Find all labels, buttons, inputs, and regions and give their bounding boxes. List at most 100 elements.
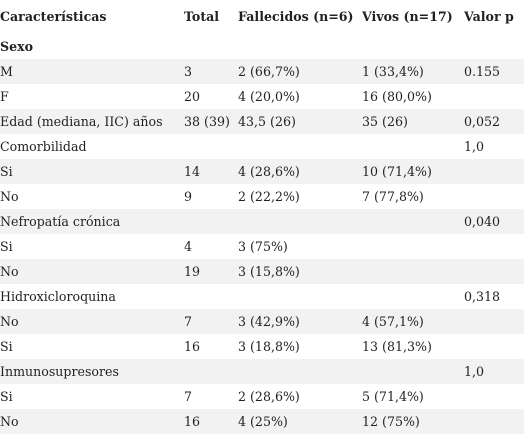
- cell-valor-p: [464, 84, 524, 109]
- cell-vivos: [362, 234, 464, 259]
- cell-total: 38 (39): [184, 109, 238, 134]
- cell-total: [184, 209, 238, 234]
- header-vivos: Vivos (n=17): [362, 9, 453, 24]
- cell-vivos: [362, 209, 464, 234]
- cell-valor-p: 1,0: [464, 139, 485, 154]
- cell-fallecidos: 4 (20,0%): [238, 89, 300, 104]
- cell-total: [184, 134, 238, 159]
- cell-valor-p: 0,052: [464, 109, 524, 134]
- table-row: No 9 2 (22,2%) 7 (77,8%): [0, 184, 524, 209]
- cell-caracteristica: Si: [0, 339, 13, 354]
- cell-caracteristica: No: [0, 409, 184, 434]
- cell-total: 7: [184, 309, 238, 334]
- cell-total: 4: [184, 239, 193, 254]
- cell-fallecidos: 2 (22,2%): [238, 189, 300, 204]
- cell-caracteristica: No: [0, 189, 19, 204]
- table-row: No 16 4 (25%) 12 (75%): [0, 409, 524, 434]
- cell-valor-p: [464, 309, 524, 334]
- cell-valor-p: [464, 409, 524, 434]
- cell-caracteristica: Sexo: [0, 39, 34, 54]
- cell-fallecidos: [238, 34, 362, 59]
- cell-total: 20: [184, 89, 201, 104]
- table-row: Inmunosupresores 1,0: [0, 359, 524, 384]
- cell-total: 7: [184, 389, 193, 404]
- cell-vivos: [362, 134, 464, 159]
- cell-caracteristica: F: [0, 89, 9, 104]
- cell-valor-p: 1,0: [464, 359, 524, 384]
- table-row: Si 16 3 (18,8%) 13 (81,3%): [0, 334, 524, 359]
- cell-vivos: 5 (71,4%): [362, 389, 424, 404]
- header-fallecidos: Fallecidos (n=6): [238, 9, 354, 24]
- table-row: No 19 3 (15,8%): [0, 259, 524, 284]
- cell-vivos: 16 (80,0%): [362, 89, 432, 104]
- cell-valor-p: 0,040: [464, 209, 524, 234]
- cell-vivos: [362, 34, 464, 59]
- cell-caracteristica: Comorbilidad: [0, 139, 87, 154]
- table-body: Sexo M 3 2 (66,7%) 1 (33,4%) 0.155 F 20 4 (20,0%…: [0, 34, 524, 434]
- table-row: Nefropatía crónica 0,040: [0, 209, 524, 234]
- cell-total: 9: [184, 189, 193, 204]
- cell-caracteristica: Si: [0, 239, 13, 254]
- cell-valor-p: [464, 184, 524, 209]
- cell-caracteristica: Hidroxicloroquina: [0, 289, 116, 304]
- cell-total: 19: [184, 259, 238, 284]
- cell-total: 16: [184, 409, 238, 434]
- cell-caracteristica: Nefropatía crónica: [0, 209, 184, 234]
- header-row: Características Total Fallecidos (n=6) V…: [0, 0, 524, 34]
- cell-total: [184, 359, 238, 384]
- cell-vivos: 35 (26): [362, 109, 464, 134]
- cell-valor-p: 0,318: [464, 289, 501, 304]
- cell-fallecidos: [238, 359, 362, 384]
- cell-vivos: [362, 359, 464, 384]
- cell-valor-p: [464, 384, 524, 409]
- cell-total: [184, 34, 238, 59]
- table-row: Si 7 2 (28,6%) 5 (71,4%): [0, 384, 524, 409]
- cell-vivos: 13 (81,3%): [362, 339, 432, 354]
- cell-vivos: 4 (57,1%): [362, 309, 464, 334]
- cell-fallecidos: 3 (15,8%): [238, 259, 362, 284]
- cell-caracteristica: Si: [0, 159, 184, 184]
- cell-fallecidos: 4 (28,6%): [238, 159, 362, 184]
- cell-valor-p: [464, 234, 524, 259]
- cell-fallecidos: [238, 134, 362, 159]
- cell-valor-p: 0.155: [464, 59, 524, 84]
- cell-caracteristica: M: [0, 59, 184, 84]
- table-row: Sexo: [0, 34, 524, 59]
- cell-fallecidos: 4 (25%): [238, 409, 362, 434]
- cell-fallecidos: 3 (18,8%): [238, 339, 300, 354]
- cell-fallecidos: [238, 284, 362, 309]
- cell-caracteristica: Edad (mediana, IIC) años: [0, 109, 184, 134]
- cell-caracteristica: No: [0, 309, 184, 334]
- cell-valor-p: [464, 259, 524, 284]
- header-valor-p: Valor p: [464, 9, 514, 24]
- table-row: Hidroxicloroquina 0,318: [0, 284, 524, 309]
- cell-vivos: [362, 284, 464, 309]
- table-row: Edad (mediana, IIC) años 38 (39) 43,5 (26)…: [0, 109, 524, 134]
- table-row: Comorbilidad 1,0: [0, 134, 524, 159]
- cell-vivos: [362, 259, 464, 284]
- cell-fallecidos: 2 (66,7%): [238, 59, 362, 84]
- cell-vivos: 7 (77,8%): [362, 189, 424, 204]
- header-caracteristicas: Características: [0, 9, 107, 24]
- cell-caracteristica: Si: [0, 389, 13, 404]
- cell-caracteristica: No: [0, 259, 184, 284]
- cell-vivos: 10 (71,4%): [362, 159, 464, 184]
- table-header: Características Total Fallecidos (n=6) V…: [0, 0, 524, 34]
- cell-vivos: 1 (33,4%): [362, 59, 464, 84]
- cell-fallecidos: 43,5 (26): [238, 109, 362, 134]
- cell-vivos: 12 (75%): [362, 409, 464, 434]
- cell-valor-p: [464, 334, 524, 359]
- cell-total: 3: [184, 59, 238, 84]
- table-row: Si 14 4 (28,6%) 10 (71,4%): [0, 159, 524, 184]
- header-total: Total: [184, 9, 220, 24]
- cell-fallecidos: [238, 209, 362, 234]
- cell-valor-p: [464, 34, 524, 59]
- cell-valor-p: [464, 159, 524, 184]
- cell-caracteristica: Inmunosupresores: [0, 359, 184, 384]
- cell-fallecidos: 2 (28,6%): [238, 389, 300, 404]
- table-row: Si 4 3 (75%): [0, 234, 524, 259]
- cell-total: [184, 284, 238, 309]
- cell-total: 14: [184, 159, 238, 184]
